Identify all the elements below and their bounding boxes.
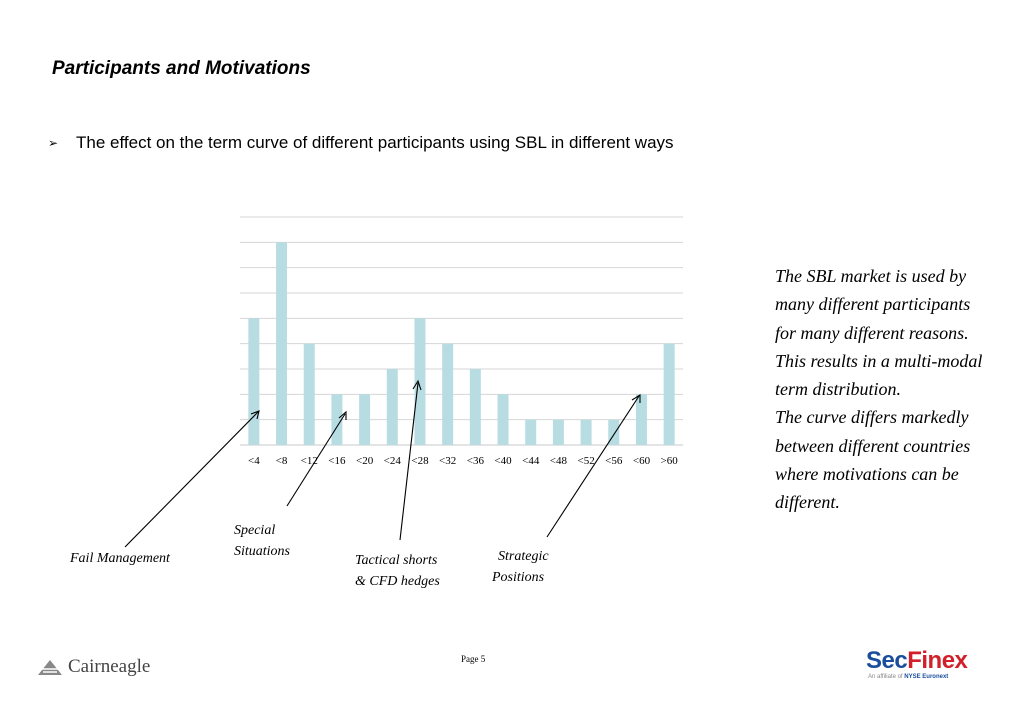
x-tick-label: <56 [605,455,623,467]
affiliate-name: NYSE Euronext [904,674,949,680]
chart-bar [386,369,398,445]
side-paragraph: The SBL market is used by many different… [775,266,983,400]
bullet-point: ➢ The effect on the term curve of differ… [48,133,674,153]
annotation-special-situations: Special Situations [234,520,290,562]
chart-bar [552,419,564,445]
logo-affiliate: An affiliate of NYSE Euronext [868,674,967,680]
affiliate-prefix: An affiliate of [868,674,903,680]
chart-x-tick-labels: <4 <8 <12 <16 <20 <24 <28 <32 <36 <40 <44 <48 <52 <56… [248,455,678,467]
secfinex-logo: SecFinex An affiliate of NYSE Euronext [866,647,968,681]
arrow-fail-management [124,411,259,548]
x-tick-label: <32 [439,455,456,467]
chart-bar [663,343,675,445]
chart-bar [331,394,343,445]
page-title: Participants and Motivations [52,58,311,79]
x-tick-label: <48 [550,455,568,467]
side-commentary: The SBL market is used by many different… [775,262,990,517]
chart-bar [248,318,260,445]
arrow-bullet-icon: ➢ [48,136,59,150]
arrowhead-strategic [631,394,641,403]
annotation-line: Strategic [498,549,549,564]
annotation-arrows [124,379,641,548]
x-tick-label: <60 [633,455,651,467]
annotation-line: Special [234,523,276,538]
x-tick-label: <4 [248,455,260,467]
annotation-line: & CFD hedges [355,574,440,589]
arrow-special-situations [286,413,346,507]
arrow-strategic [546,395,640,538]
annotation-strategic: Strategic Positions [492,546,549,588]
chart-bar [414,318,426,445]
mountain-icon [38,660,62,675]
chart-bars [248,242,675,445]
x-tick-label: <8 [276,455,288,467]
cairneagle-logo: Cairneagle [36,656,150,678]
annotation-line: Tactical shorts [355,553,438,568]
arrow-tactical [399,382,419,541]
chart-bar [442,343,454,445]
arrowhead-tactical [412,379,422,391]
x-tick-label: >60 [661,455,679,467]
x-tick-label: <40 [494,455,512,467]
bullet-text: The effect on the term curve of differen… [76,133,674,152]
arrowhead-fail-management [250,410,260,420]
chart-bar [635,394,647,445]
chart-bar [608,419,620,445]
x-tick-label: <44 [522,455,540,467]
annotation-line: Situations [234,544,291,559]
side-paragraph: The curve differs markedly between diffe… [775,407,971,513]
logo-sec: Sec [866,647,908,674]
chart-bar [359,394,371,445]
annotation-line: Positions [492,570,545,585]
logo-finex: Finex [907,647,968,674]
chart-bar [497,394,509,445]
x-tick-label: <20 [356,455,374,467]
arrowhead-special-situations [338,410,347,420]
logo-wordmark: SecFinex [866,647,968,674]
logo-text: Cairneagle [68,656,151,677]
x-tick-label: <24 [384,455,402,467]
x-tick-label: <16 [328,455,346,467]
page-number: Page 5 [461,654,486,664]
x-tick-label: <52 [577,455,594,467]
chart-bar [525,419,537,445]
chart-bar [580,419,592,445]
chart-bar [469,369,481,445]
annotation-fail-management: Fail Management [70,551,170,566]
x-tick-label: <28 [411,455,429,467]
chart-bar [303,343,315,445]
annotation-tactical: Tactical shorts & CFD hedges [355,550,440,592]
x-tick-label: <36 [467,455,485,467]
chart-bar [276,242,288,445]
